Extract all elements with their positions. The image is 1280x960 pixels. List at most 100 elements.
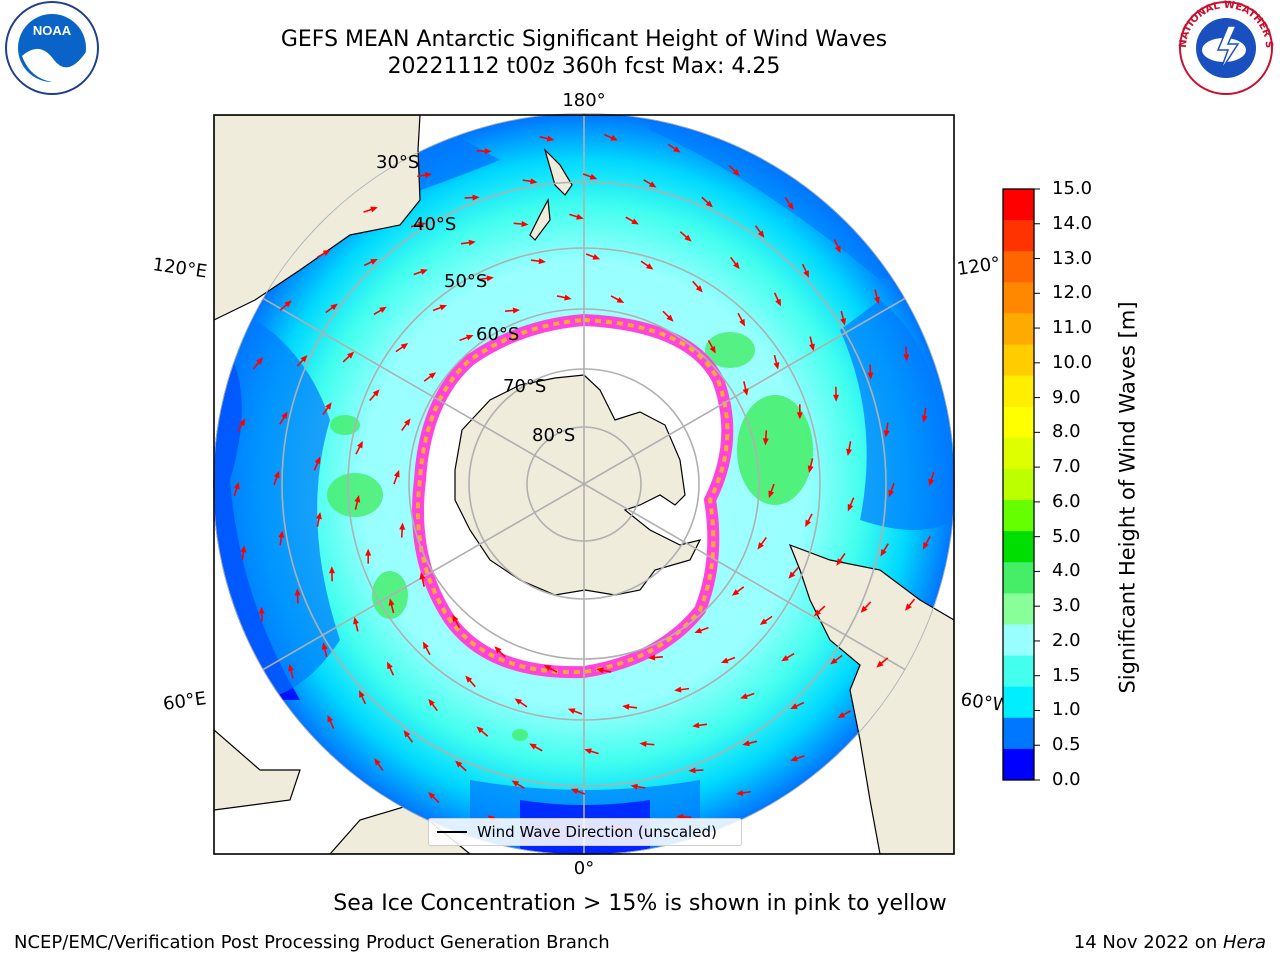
wind-wave-arrow-head — [757, 230, 765, 238]
wind-wave-arrow-head — [733, 261, 740, 270]
wind-wave-arrow-head — [476, 726, 484, 734]
colorbar-segment — [1003, 375, 1034, 408]
wind-wave-arrow-head — [834, 245, 841, 254]
antarctica-land — [454, 374, 702, 596]
colorbar-tick-label: 7.0 — [1052, 456, 1081, 478]
wind-wave-arrow-head — [709, 345, 716, 354]
wind-wave-arrow-head — [874, 296, 880, 305]
wind-wave-arrow-head — [288, 663, 294, 672]
colorbar-segment — [1003, 593, 1034, 625]
wind-wave-arrow-head — [790, 703, 798, 709]
wind-wave-arrow-head — [567, 708, 576, 714]
wind-wave-arrow-head — [327, 714, 334, 723]
wind-wave-arrow-head — [673, 146, 681, 153]
footer-host: Hera — [1222, 932, 1266, 953]
colorbar-tick-label: 10.0 — [1052, 351, 1093, 373]
wind-wave-arrow-head — [529, 743, 537, 750]
wind-wave-arrow-head — [370, 259, 378, 265]
wind-wave-arrow-head — [564, 294, 572, 301]
wind-wave-arrow-head — [354, 495, 361, 503]
wind-wave-arrow-head — [300, 355, 308, 363]
lon-label-0: 0° — [574, 858, 594, 879]
colorbar-segment — [1003, 500, 1034, 532]
wind-wave-arrow-head — [666, 314, 674, 322]
wind-wave-arrow-head — [530, 178, 538, 185]
wind-wave-arrow-head — [484, 148, 492, 155]
wind-wave-arrow-head — [837, 712, 846, 719]
wind-wave-arrow-head — [328, 566, 335, 574]
wind-wave-arrow-head — [281, 411, 288, 420]
wind-wave-arrow-head — [418, 221, 426, 228]
wind-wave-arrow-head — [370, 206, 378, 213]
footer-date-text: 14 Nov 2022 on — [1073, 932, 1223, 953]
wind-wave-arrow-head — [455, 760, 463, 768]
legend-line — [437, 831, 467, 833]
noaa-logo: NOAA — [5, 1, 99, 95]
wind-wave-arrow-head — [805, 519, 812, 528]
wind-wave-arrow-head — [596, 667, 604, 674]
colorbar — [1003, 188, 1040, 781]
colorbar-tick-label: 12.0 — [1052, 282, 1093, 304]
wind-wave-arrow-head — [757, 542, 764, 550]
wind-wave-arrow-head — [387, 661, 393, 670]
wind-wave-arrow-head — [630, 783, 638, 790]
wind-wave-arrow-head — [422, 641, 429, 650]
lat-label-70s: 70°S — [503, 376, 546, 397]
wind-wave-arrow-head — [840, 318, 847, 326]
colorbar-tick-label: 0.5 — [1052, 734, 1081, 756]
wind-wave-arrow-head — [888, 489, 895, 498]
colorbar-segment — [1003, 313, 1034, 346]
lat-label-30s: 30°S — [376, 152, 419, 173]
lon-label-120w: 120° — [956, 253, 1002, 280]
colorbar-tick-label: 8.0 — [1052, 421, 1081, 443]
colorbar-segment — [1003, 562, 1034, 594]
wind-wave-arrow-head — [622, 703, 630, 710]
legend-label: Wind Wave Direction (unscaled) — [477, 823, 717, 841]
wind-wave-arrow-head — [903, 354, 910, 362]
wind-wave-arrow-head — [592, 254, 601, 260]
footer-branch: NCEP/EMC/Verification Post Processing Pr… — [14, 932, 610, 953]
wind-wave-arrow-head — [809, 343, 815, 352]
wind-wave-arrow-head — [546, 135, 555, 142]
colorbar-segment — [1003, 344, 1034, 377]
wind-wave-arrow-head — [239, 418, 246, 426]
wind-wave-arrow-head — [616, 297, 625, 304]
wind-wave-arrow-head — [720, 657, 729, 664]
colorbar-segment — [1003, 624, 1034, 657]
map-title: GEFS MEAN Antarctic Significant Height o… — [280, 27, 888, 52]
wind-wave-arrow-head — [428, 698, 435, 707]
wind-wave-arrow-head — [256, 357, 263, 365]
colorbar-segment — [1003, 437, 1034, 470]
colorbar-tick-label: 4.0 — [1052, 560, 1081, 582]
lon-label-180: 180° — [562, 90, 605, 111]
lat-label-50s: 50°S — [444, 271, 487, 292]
wind-wave-arrow-head — [688, 767, 696, 774]
wind-wave-arrow-head — [278, 530, 285, 538]
colorbar-segment — [1003, 686, 1034, 719]
colorbar-segment — [1003, 468, 1034, 501]
wind-wave-arrow-head — [330, 303, 338, 311]
wind-wave-arrow-head — [424, 172, 433, 179]
wind-wave-arrow-head — [739, 318, 746, 327]
lat-label-80s: 80°S — [532, 425, 575, 446]
wind-wave-arrow-head — [372, 389, 380, 397]
wind-wave-arrow-head — [465, 675, 473, 683]
wind-wave-arrow-head — [365, 548, 372, 556]
colorbar-segment — [1003, 655, 1034, 688]
colorbar-segment — [1003, 220, 1034, 252]
colorbar-tick-label: 14.0 — [1052, 212, 1093, 234]
wind-wave-arrow-head — [589, 173, 598, 180]
wind-wave-arrow-head — [876, 660, 884, 668]
wind-wave-arrow-head — [521, 221, 529, 227]
wind-wave-arrow-head — [570, 788, 579, 795]
wind-wave-arrow-head — [610, 135, 619, 141]
new-zealand-land — [529, 147, 573, 241]
wind-wave-arrow-head — [347, 351, 355, 359]
wind-wave-arrow-head — [880, 548, 887, 557]
wind-wave-arrow-head — [393, 469, 400, 478]
wind-wave-arrow-head — [674, 686, 682, 693]
wind-wave-arrow-head — [773, 362, 780, 370]
wind-wave-arrow-head — [648, 181, 657, 188]
colorbar-tick-label: 3.0 — [1052, 595, 1081, 617]
wind-wave-arrow-head — [928, 478, 935, 487]
